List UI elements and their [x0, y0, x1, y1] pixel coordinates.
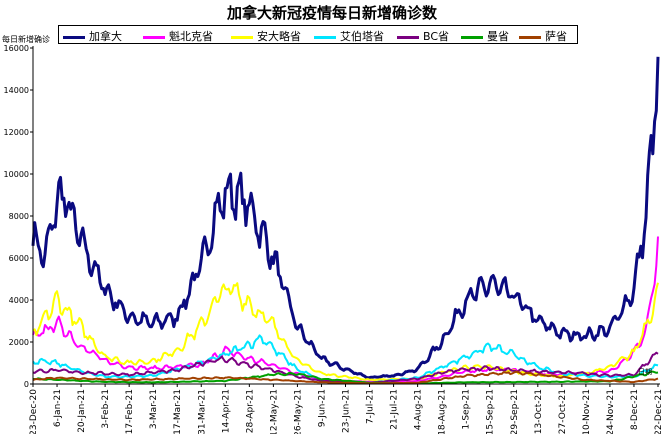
series-line-5: [33, 370, 659, 385]
y-tick-label: 8000: [9, 212, 29, 221]
x-tick-label: 15-Sep-21: [486, 389, 496, 434]
y-tick-label: 2000: [9, 338, 29, 347]
x-tick-label: 23-Jun-21: [342, 389, 352, 433]
chart-title: 加拿大新冠疫情每日新增确诊数: [226, 4, 437, 22]
x-tick-label: 28-Apr-21: [245, 389, 255, 433]
y-tick-label: 10000: [4, 170, 29, 179]
legend-label: 萨省: [545, 30, 567, 43]
legend-swatch: [461, 35, 483, 39]
y-tick-label: 12000: [4, 128, 29, 137]
x-tick-label: 3-Feb-21: [101, 389, 111, 429]
x-tick-label: 31-Mar-21: [197, 389, 207, 434]
x-tick-label: 29-Sep-21: [510, 389, 520, 434]
legend-item: 加拿大: [63, 28, 122, 43]
series-line-6: [32, 370, 659, 385]
x-tick-label: 20-Jan-21: [77, 389, 87, 433]
y-tick-label: 16000: [4, 44, 29, 53]
legend-label: 艾伯塔省: [340, 30, 384, 43]
x-tick-label: 12-May-21: [269, 389, 279, 434]
x-tick-label: 22-Dec-21: [654, 389, 664, 434]
legend-item: BC省: [397, 28, 450, 43]
x-tick-label: 23-Dec-20: [29, 389, 39, 434]
chart-legend: 加拿大 魁北克省 安大略省 艾伯塔省 BC省 曼省 萨省: [58, 25, 578, 44]
x-tick-label: 1-Sep-21: [462, 389, 472, 430]
y-tick-label: 6000: [9, 254, 29, 263]
y-axis-label: 每日新增确诊: [2, 35, 50, 44]
legend-item: 魁北克省: [143, 28, 213, 43]
x-tick-label: 8-Dec-21: [630, 389, 640, 430]
x-tick-label: 26-May-21: [293, 389, 303, 434]
x-tick-label: 18-Aug-21: [438, 389, 448, 434]
x-tick-label: 10-Nov-21: [582, 389, 592, 434]
legend-label: 加拿大: [89, 30, 122, 43]
x-tick-label: 13-Oct-21: [534, 389, 544, 434]
legend-item: 艾伯塔省: [314, 28, 384, 43]
y-tick-label: 14000: [4, 86, 29, 95]
x-tick-label: 21-Jul-21: [390, 389, 400, 430]
legend-label: 安大略省: [257, 30, 301, 43]
legend-label: BC省: [423, 30, 450, 43]
series-line-0: [31, 56, 660, 380]
y-tick-label: 4000: [9, 296, 29, 305]
legend-item: 曼省: [461, 28, 509, 43]
x-tick-label: 14-Apr-21: [221, 389, 231, 433]
x-tick-label: 24-Nov-21: [606, 389, 616, 434]
x-tick-label: 3-Mar-21: [149, 389, 159, 429]
x-axis-end-label: 日期: [638, 368, 652, 376]
y-tick-label: 0: [24, 380, 29, 389]
legend-swatch: [231, 35, 253, 39]
legend-item: 萨省: [519, 28, 567, 43]
legend-swatch: [143, 35, 165, 39]
legend-swatch: [397, 35, 419, 39]
x-tick-label: 7-Jul-21: [366, 389, 376, 424]
x-tick-label: 17-Mar-21: [173, 389, 183, 434]
x-tick-label: 17-Feb-21: [125, 389, 135, 434]
legend-label: 曼省: [487, 30, 509, 43]
legend-item: 安大略省: [231, 28, 301, 43]
legend-label: 魁北克省: [169, 30, 213, 43]
x-tick-label: 6-Jan-21: [53, 389, 63, 427]
x-tick-label: 4-Aug-21: [414, 389, 424, 430]
x-tick-label: 27-Oct-21: [558, 389, 568, 434]
legend-swatch: [63, 35, 85, 39]
x-tick-label: 9-Jun-21: [317, 389, 327, 427]
legend-swatch: [314, 35, 336, 39]
legend-swatch: [519, 35, 541, 39]
